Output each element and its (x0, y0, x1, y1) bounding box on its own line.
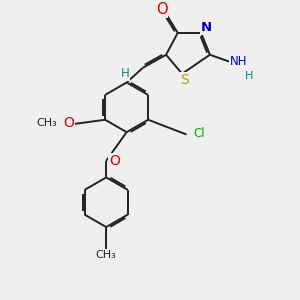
Text: S: S (180, 73, 189, 87)
Text: H: H (121, 67, 130, 80)
Text: Cl: Cl (194, 128, 206, 140)
Text: N: N (201, 21, 212, 34)
Text: NH: NH (230, 55, 247, 68)
Text: H: H (244, 71, 253, 81)
Text: O: O (156, 2, 167, 17)
Text: CH₃: CH₃ (37, 118, 58, 128)
Text: CH₃: CH₃ (96, 250, 117, 260)
Text: O: O (109, 154, 120, 168)
Text: O: O (64, 116, 74, 130)
